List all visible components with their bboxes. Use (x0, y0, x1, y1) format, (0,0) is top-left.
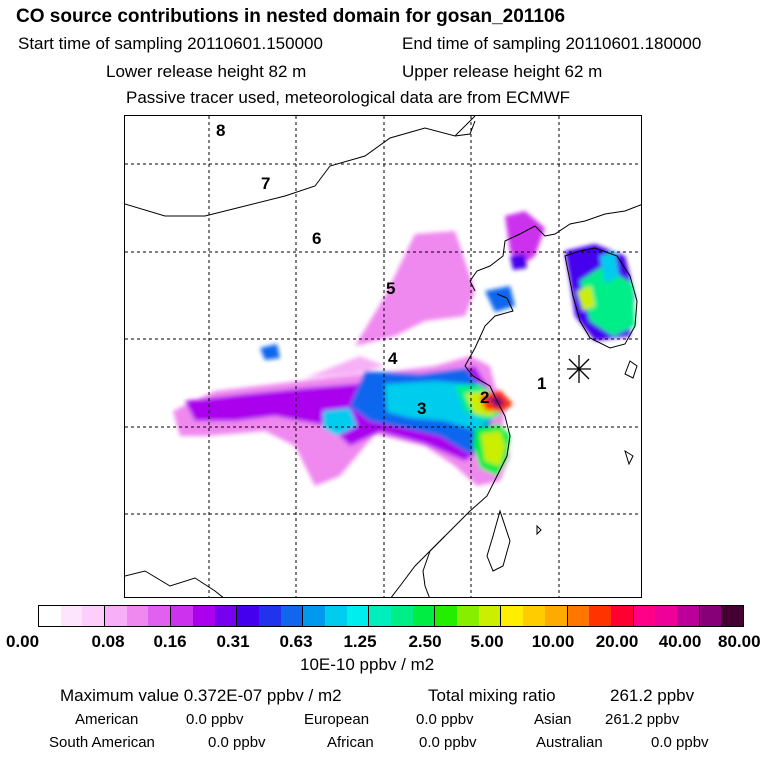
lower-release-label: Lower release height 82 m (106, 62, 307, 81)
australian-label: Australian (536, 734, 603, 751)
colorbar-segment (171, 606, 193, 626)
total-mixing-value: 261.2 ppbv (610, 686, 695, 705)
tick-label: 1.25 (343, 632, 377, 651)
asian-label: Asian (534, 711, 572, 728)
colorbar-segment (478, 606, 502, 626)
colorbar-segment (105, 606, 127, 626)
european-label: European (304, 711, 370, 728)
colorbar-segment (82, 606, 106, 626)
colorbar-segment (369, 606, 391, 626)
region-label-7: 7 (261, 174, 271, 193)
colorbar-segment (544, 606, 568, 626)
colorbar-segment (126, 606, 149, 626)
region-label-3: 3 (417, 399, 427, 418)
coastlines (125, 116, 641, 597)
colorbar-segment (610, 606, 634, 626)
colorbar-segment (258, 606, 281, 626)
colorbar-segment (303, 606, 325, 626)
asian-value: 261.2 ppbv (605, 711, 680, 728)
african-value: 0.0 ppbv (419, 734, 477, 751)
tick-label: 0.16 (153, 632, 187, 651)
tick-label: 0.31 (216, 632, 250, 651)
american-label: American (75, 711, 139, 728)
upper-release-label: Upper release height 62 m (402, 62, 603, 81)
colorbar-segment (39, 606, 61, 626)
tick-label: 80.00 (718, 632, 761, 651)
colorbar-segment (60, 606, 83, 626)
asterisk-marker (567, 355, 591, 383)
colorbar-segment (655, 606, 677, 626)
end-time-label: End time of sampling 20110601.180000 (402, 34, 702, 53)
tick-label: 0.00 (6, 632, 40, 651)
region-label-6: 6 (312, 229, 322, 248)
colorbar-segment (435, 606, 458, 626)
colorbar-segment (391, 606, 413, 626)
colorbar-segment (237, 606, 259, 626)
colorbar-segment (192, 606, 215, 626)
colorbar (38, 605, 744, 627)
tick-label: 10.00 (531, 632, 575, 651)
colorbar-segment (148, 606, 172, 626)
tick-label: 2.50 (408, 632, 442, 651)
region-label-8: 8 (216, 121, 226, 140)
plot-title: CO source contributions in nested domain… (16, 6, 566, 27)
south-american-value: 0.0 ppbv (208, 734, 266, 751)
colorbar-segment (721, 606, 743, 626)
colorbar-segment (346, 606, 370, 626)
colorbar-segment (523, 606, 545, 626)
map-canvas (125, 116, 641, 597)
colorbar-segment (676, 606, 700, 626)
colorbar-segment (633, 606, 656, 626)
concentration-field (173, 211, 635, 486)
colorbar-segment (501, 606, 524, 626)
lat-lon-grid (125, 116, 641, 597)
colorbar-segment (589, 606, 611, 626)
colorbar-segment (567, 606, 590, 626)
tick-label: 20.00 (595, 632, 639, 651)
australian-value: 0.0 ppbv (651, 734, 709, 751)
colorbar-segment (699, 606, 722, 626)
colorbar-segment (214, 606, 238, 626)
start-time-label: Start time of sampling 20110601.150000 (18, 34, 323, 53)
region-label-4: 4 (388, 349, 398, 368)
max-value-label: Maximum value 0.372E-07 ppbv / m2 (60, 686, 342, 705)
map-panel: 1 2 3 4 5 6 7 8 (124, 115, 642, 598)
european-value: 0.0 ppbv (416, 711, 474, 728)
region-label-2: 2 (480, 388, 490, 407)
american-value: 0.0 ppbv (186, 711, 244, 728)
colorbar-segment (412, 606, 436, 626)
colorbar-segment (324, 606, 347, 626)
tick-label: 40.00 (658, 632, 702, 651)
unit-label: 10E-10 ppbv / m2 (300, 655, 435, 674)
tracer-note: Passive tracer used, meteorological data… (126, 88, 571, 107)
region-label-5: 5 (386, 279, 396, 298)
total-mixing-label: Total mixing ratio (428, 686, 556, 705)
tick-label: 5.00 (470, 632, 504, 651)
african-label: African (327, 734, 374, 751)
tick-label: 0.08 (91, 632, 125, 651)
colorbar-segment (457, 606, 479, 626)
south-american-label: South American (49, 734, 155, 751)
region-label-1: 1 (537, 374, 547, 393)
colorbar-segment (280, 606, 304, 626)
tick-label: 0.63 (279, 632, 313, 651)
